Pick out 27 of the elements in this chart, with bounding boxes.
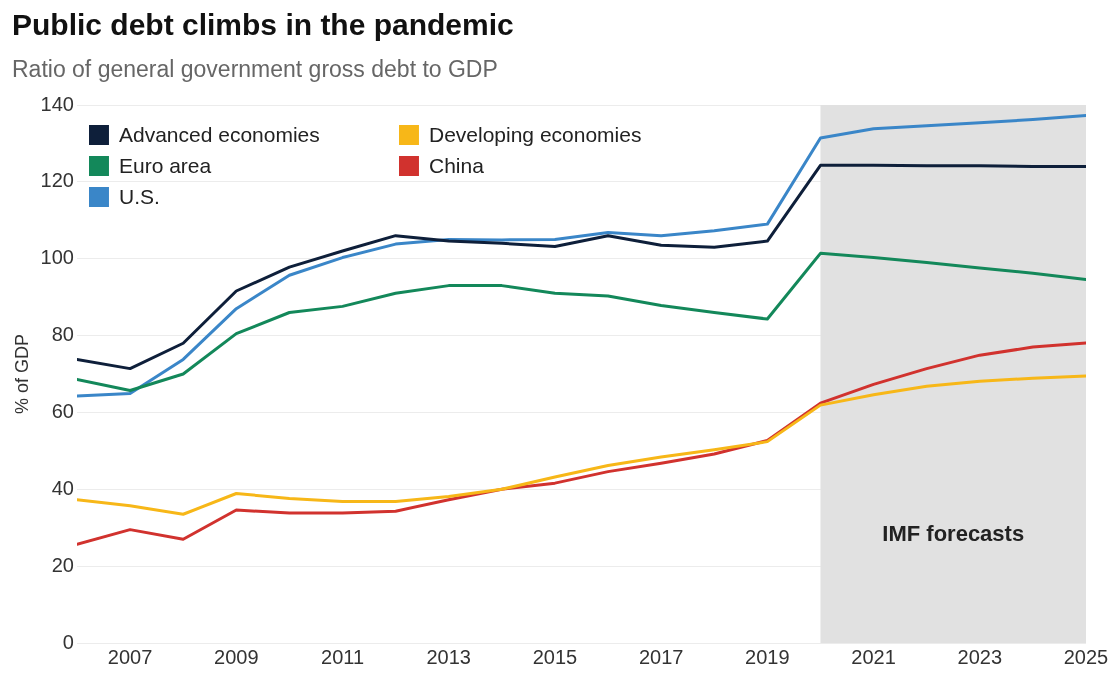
x-tick-label: 2025	[1063, 645, 1109, 668]
y-tick-label: 120	[40, 169, 74, 192]
x-tick-label: 2021	[851, 645, 896, 668]
y-tick-label: 40	[51, 476, 74, 499]
y-tick-label: 80	[51, 323, 74, 346]
legend-label: Euro area	[118, 153, 212, 177]
y-axis-title: % of GDP	[11, 333, 32, 415]
legend-label: Developing economies	[428, 122, 642, 146]
x-tick-label: 2017	[638, 645, 684, 668]
x-tick-label: 2013	[426, 645, 471, 668]
x-tick-label: 2023	[957, 645, 1003, 668]
y-tick-label: 20	[51, 553, 74, 576]
x-tick-label: 2007	[107, 645, 153, 668]
x-tick-label: 2009	[214, 645, 259, 668]
legend-label: U.S.	[118, 184, 160, 208]
y-tick-label: 0	[62, 630, 74, 653]
band-label: IMF forecasts	[882, 521, 1025, 547]
x-tick-label: 2015	[532, 645, 578, 668]
legend-label: Advanced economies	[118, 122, 320, 146]
y-tick-label: 60	[51, 399, 74, 422]
x-tick-label: 2011	[321, 645, 365, 668]
chart-title: Public debt climbs in the pandemic	[12, 8, 514, 42]
y-tick-label: 140	[40, 92, 74, 115]
legend-label: China	[428, 153, 485, 177]
x-tick-label: 2019	[745, 645, 790, 668]
y-tick-label: 100	[40, 246, 74, 269]
chart-subtitle: Ratio of general government gross debt to GDP	[12, 56, 498, 83]
